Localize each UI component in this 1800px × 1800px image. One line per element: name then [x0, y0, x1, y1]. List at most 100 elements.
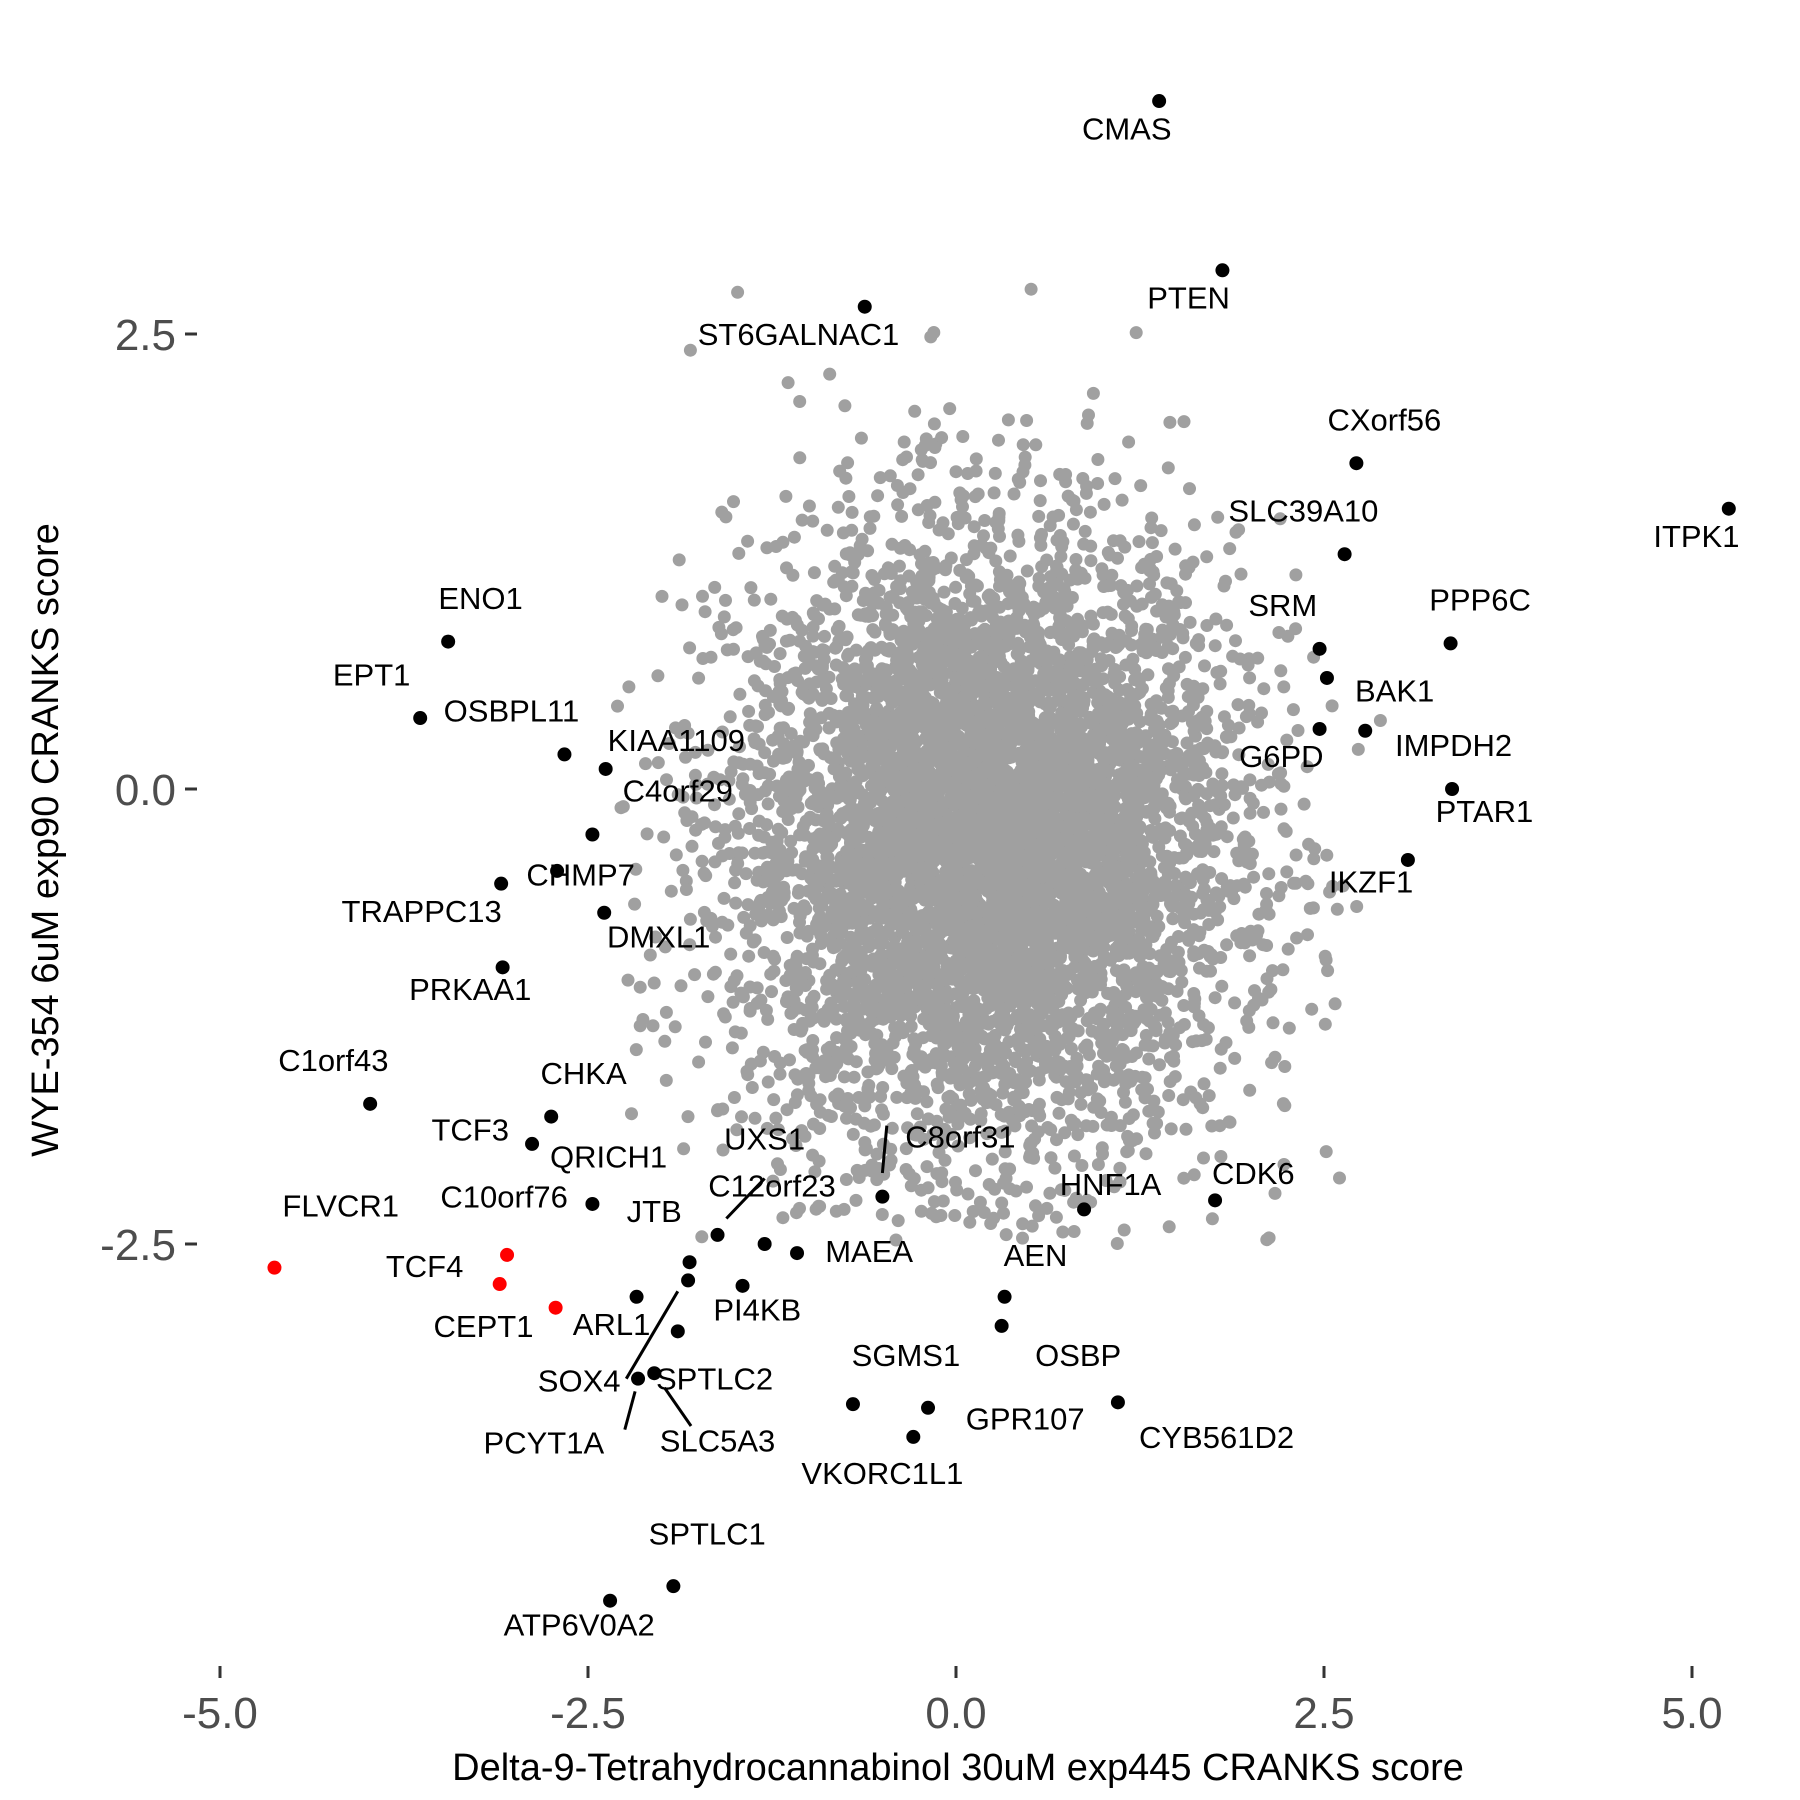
background-point — [695, 854, 709, 868]
background-point — [832, 619, 846, 633]
background-point — [1328, 997, 1342, 1011]
background-point — [768, 1050, 782, 1063]
background-point — [775, 609, 789, 623]
background-point — [1200, 964, 1214, 978]
background-point — [1046, 589, 1060, 603]
background-point — [959, 553, 973, 567]
background-point — [1068, 778, 1082, 792]
background-point — [846, 1127, 860, 1141]
background-point — [676, 790, 690, 804]
background-point — [1266, 964, 1279, 978]
background-point — [761, 1012, 775, 1026]
background-point — [849, 643, 863, 657]
background-point — [997, 1176, 1011, 1190]
background-point — [779, 634, 793, 648]
background-point — [977, 529, 990, 543]
background-point — [773, 673, 787, 686]
background-point — [1040, 553, 1054, 567]
background-point — [1117, 1085, 1130, 1099]
background-point — [858, 1143, 872, 1157]
background-point — [1280, 733, 1294, 747]
background-point — [1151, 1105, 1165, 1119]
background-point — [761, 908, 775, 922]
background-point — [1086, 386, 1100, 400]
background-point — [752, 901, 766, 914]
background-point — [1144, 521, 1158, 535]
background-point — [1096, 722, 1110, 736]
background-point — [770, 779, 784, 793]
background-point — [854, 431, 868, 445]
background-point — [1071, 1128, 1085, 1142]
background-point — [830, 1031, 844, 1045]
background-point — [769, 1111, 783, 1125]
background-point — [1173, 829, 1187, 843]
background-point — [698, 605, 712, 619]
background-point — [1213, 900, 1227, 914]
background-point — [956, 430, 970, 443]
background-point — [788, 1068, 802, 1082]
background-point — [967, 994, 981, 1008]
background-point — [744, 1057, 758, 1071]
background-point — [1093, 734, 1107, 748]
background-point — [771, 822, 785, 836]
background-point — [787, 901, 801, 915]
background-point — [893, 596, 907, 610]
background-point — [1265, 1056, 1279, 1070]
background-point — [1033, 494, 1047, 508]
background-point — [829, 573, 843, 587]
background-point — [1175, 975, 1189, 989]
background-point — [741, 898, 755, 912]
background-point — [1150, 604, 1164, 618]
background-point — [1266, 1016, 1280, 1030]
background-point — [935, 1175, 949, 1189]
background-point — [984, 541, 998, 555]
background-point — [723, 710, 737, 724]
background-point — [724, 947, 738, 961]
background-point — [1129, 326, 1143, 340]
background-point — [1016, 438, 1030, 452]
background-point — [1085, 645, 1099, 659]
background-point — [840, 1111, 853, 1125]
background-point — [1209, 612, 1223, 626]
background-point — [1262, 907, 1276, 921]
background-point — [806, 1034, 820, 1047]
background-point — [893, 582, 907, 596]
background-point — [1130, 579, 1144, 593]
background-point — [1144, 697, 1158, 711]
background-point — [926, 800, 940, 814]
background-point — [810, 771, 824, 785]
background-point — [839, 547, 853, 561]
background-point — [793, 395, 807, 408]
background-point — [1166, 912, 1180, 926]
background-point — [808, 645, 822, 659]
background-point — [1183, 615, 1197, 629]
background-point — [1194, 741, 1208, 755]
background-point — [1117, 1223, 1131, 1237]
background-point — [1083, 505, 1097, 519]
background-point — [1012, 644, 1026, 658]
background-point — [1221, 718, 1235, 732]
background-point — [1111, 1018, 1125, 1032]
background-point — [1091, 1158, 1105, 1171]
background-point — [1003, 549, 1017, 563]
background-point — [876, 1012, 890, 1026]
background-point — [1130, 599, 1144, 613]
background-point — [676, 863, 690, 877]
background-point — [1012, 604, 1026, 618]
background-point — [890, 1090, 904, 1104]
background-point — [611, 699, 624, 713]
background-point — [1109, 641, 1123, 654]
background-point — [984, 1217, 998, 1230]
background-point — [948, 597, 962, 610]
background-point — [1198, 659, 1211, 673]
background-point — [766, 1174, 780, 1188]
background-point — [936, 516, 950, 530]
background-point — [870, 1173, 884, 1187]
background-point — [758, 784, 772, 798]
background-point — [1197, 882, 1211, 896]
background-point — [949, 810, 963, 824]
background-point — [974, 1113, 988, 1127]
background-point — [1286, 703, 1300, 717]
background-point — [704, 650, 718, 664]
background-point — [1066, 1118, 1080, 1132]
